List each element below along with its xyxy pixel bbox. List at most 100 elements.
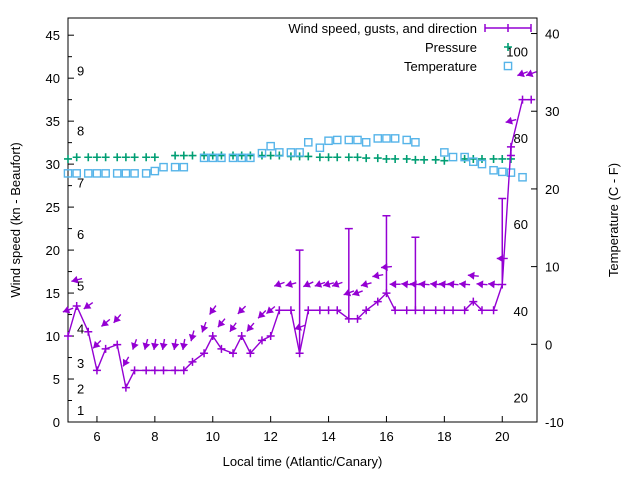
wind-direction-arrow-head [229,324,237,332]
wind-direction-arrow-head [180,342,188,350]
pressure-point [200,151,209,160]
wind-speed-point [64,332,72,341]
wind-gust-bar [295,249,304,354]
wind-speed-point [304,306,313,315]
x-tick-label: 18 [437,429,451,444]
wind-speed-point [449,306,458,315]
x-tick-label: 12 [263,429,277,444]
pressure-point [257,151,266,160]
wind-speed-point [237,332,246,341]
temperature-point [199,153,209,163]
pressure-point [333,153,342,162]
pressure-point [477,154,486,163]
wind-speed-point [130,366,139,375]
pressure-point [420,155,429,164]
legend-label: Wind speed, gusts, and direction [288,21,477,36]
temperature-point [332,135,342,145]
temperature-point [101,169,110,178]
x-tick-label: 8 [151,429,158,444]
wind-direction-arrow-head [142,342,151,350]
temperature-point [303,138,313,147]
wind-speed-point [440,306,449,315]
y-tick-label: 30 [46,157,60,172]
x-tick-label: 10 [206,429,220,444]
y-tick-label: 40 [46,71,60,86]
pressure-point [344,153,353,162]
temperature-point [382,134,391,143]
temperature-point [286,148,296,157]
y-axis-ticks: 0 5 10 15 20 25 30 35 40 45 [46,28,74,430]
pressure-point [304,152,313,161]
beaufort-label: 7 [77,175,84,190]
wind-direction-arrow-head [517,69,525,78]
pressure-point [431,155,440,164]
wind-speed-point [150,366,159,375]
wind-direction-arrow-head [266,306,274,314]
temperature-point [266,141,275,151]
x-tick-label: 6 [93,429,100,444]
wind-speed-point [460,306,469,315]
pressure-point [373,154,382,163]
wind-direction-arrow-head [83,301,92,309]
y-tick-label: 10 [46,329,60,344]
pressure-point [130,153,139,162]
wind-speed-point [84,327,93,336]
wind-direction-arrow-head [343,288,352,297]
temperature-point [489,165,498,175]
wind-speed-point [113,340,122,349]
wind-gust-bar [506,146,515,157]
pressure-point [72,153,81,162]
wind-speed-point [420,306,429,315]
y-tick-label: 45 [46,28,60,43]
temperature-point [518,172,527,182]
temperature-point [497,167,507,177]
y2-tick-label: 20 [545,182,559,197]
beaufort-label: 3 [77,356,84,371]
wind-direction-arrow-head [209,306,217,315]
wind-direction-arrow-head [237,306,246,314]
temperature-point [150,166,160,176]
y-tick-label: 0 [53,415,60,430]
temperature-point [63,169,73,178]
beaufort-label: 2 [77,382,84,397]
temperature-point [440,148,449,157]
wind-direction-arrow-head [285,280,293,288]
wind-direction-arrow-head [430,280,438,289]
temperature-point [179,162,189,172]
y2-tick-label: -10 [545,415,564,430]
beaufort-scale-labels: 1 2 3 4 5 6 7 8 9 [77,64,84,419]
pressure-point [101,153,110,162]
wind-direction-arrow-head [332,280,340,288]
wind-speed-point [179,366,188,375]
pressure-point [121,153,130,162]
pressure-point [229,151,238,160]
wind-direction-arrow-head [314,280,323,288]
temperature-point [92,169,102,178]
wind-speed-point [275,306,284,315]
beaufort-label: 1 [77,403,84,418]
pressure-point [402,154,411,163]
pressure-point [171,151,180,160]
wind-speed-point [188,357,197,366]
wind-speed-point [362,306,371,315]
wind-direction-arrow-head [171,342,180,350]
wind-speed-point [527,95,536,104]
pressure-point [489,154,498,163]
wind-direction-arrow-head [476,280,484,289]
fahrenheit-label: 80 [514,131,528,146]
wind-direction-arrow-head [352,288,360,297]
pressure-point [382,154,391,163]
x-tick-label: 16 [379,429,393,444]
wind-direction-arrow-head [274,280,282,288]
y2-axis-label: Temperature (C - F) [606,163,621,277]
temperature-point [344,135,354,145]
wind-direction-arrow-head [505,116,513,125]
temperature-point [121,169,131,178]
wind-gust-bar [382,214,391,294]
wind-speed-point [142,366,151,375]
pressure-point [362,154,371,163]
wind-direction-arrow-head [131,342,139,350]
wind-speed-point [208,332,217,341]
wind-speed-point [518,95,527,104]
temperature-point [237,153,247,163]
